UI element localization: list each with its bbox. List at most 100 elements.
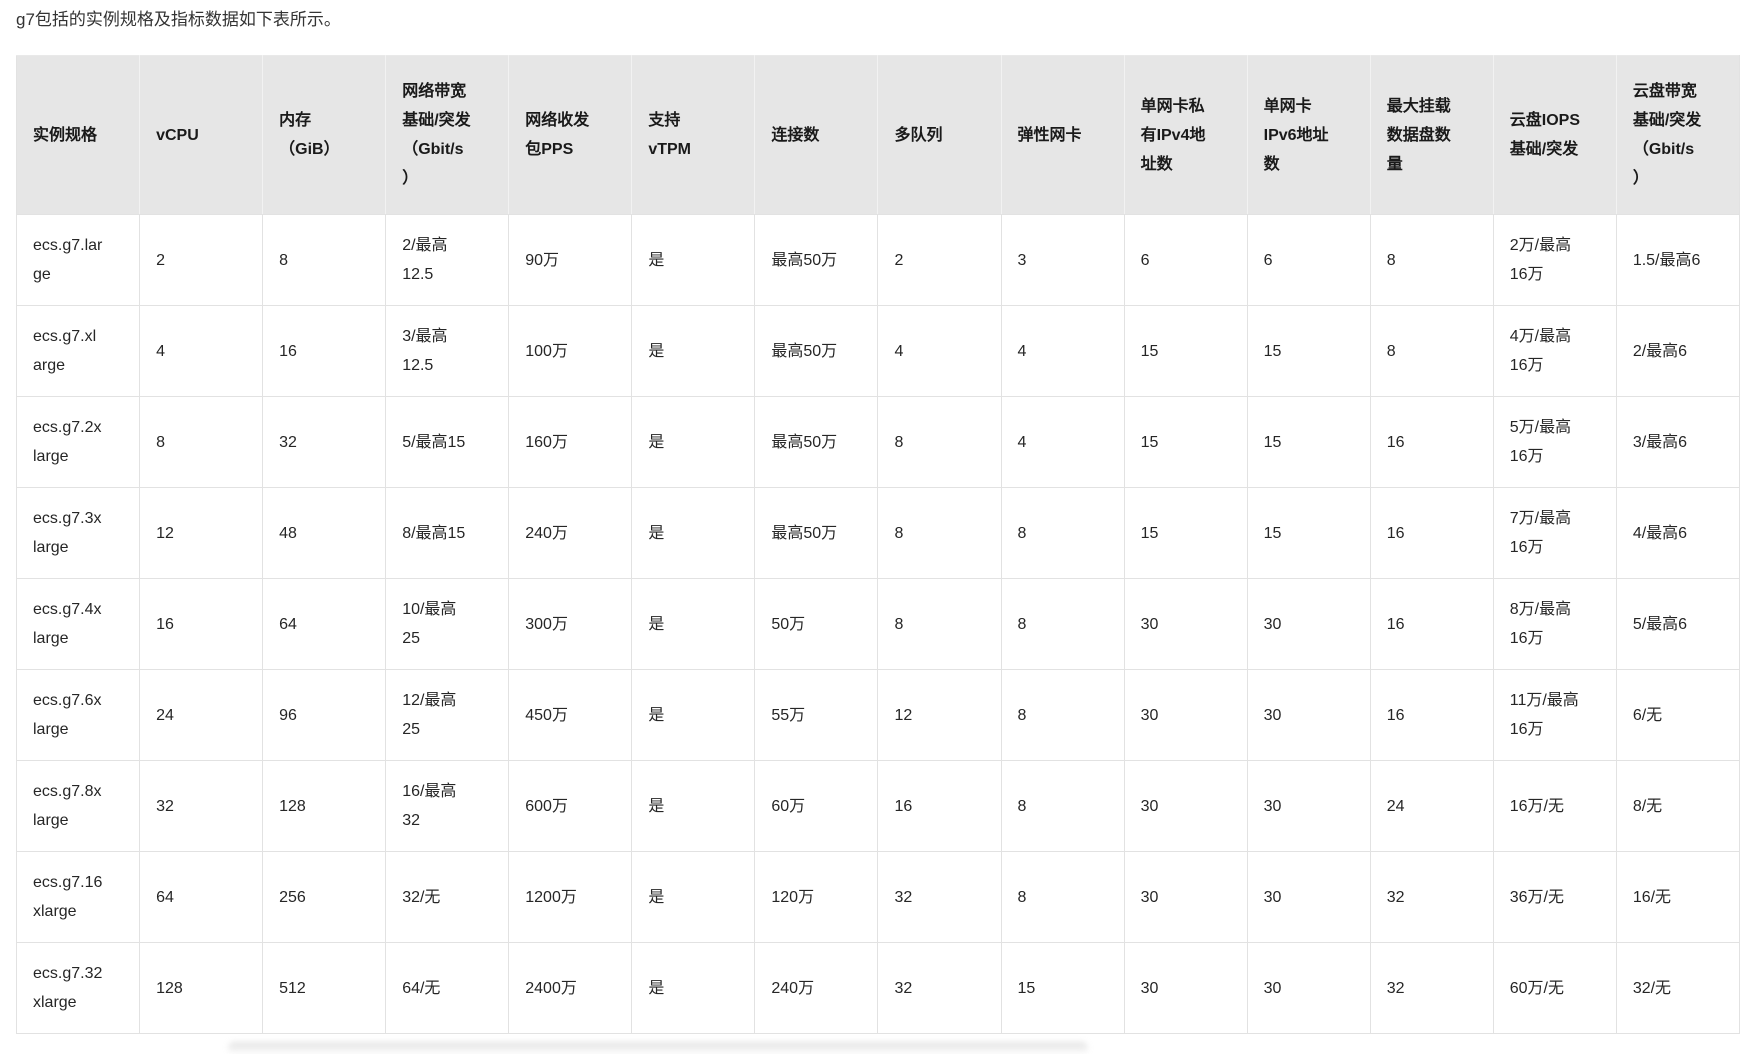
table-cell: 55万 [754,669,879,761]
table-cell: 60万/无 [1492,942,1617,1034]
table-cell: 10/最高 25 [385,578,510,670]
instance-spec-cell: ecs.g7.xl arge [15,305,141,397]
table-cell: 30 [1246,760,1371,852]
column-header-14: 云盘带宽 基础/突发 （Gbit/s ） [1615,55,1741,215]
table-cell: 8/最高15 [385,487,510,579]
scrollbar-shadow [228,1042,1088,1054]
table-cell: 12 [877,669,1002,761]
table-cell: 32/无 [385,851,510,943]
table-cell: 4 [1000,305,1125,397]
table-cell: 7万/最高 16万 [1492,487,1617,579]
instance-spec-cell: ecs.g7.4x large [15,578,141,670]
table-cell: 128 [139,942,264,1034]
table-cell: 3/最高 12.5 [385,305,510,397]
table-cell: 5万/最高 16万 [1492,396,1617,488]
table-cell: 128 [262,760,387,852]
column-header-2: vCPU [139,55,264,215]
column-header-12: 最大挂载 数据盘数 量 [1369,55,1494,215]
table-cell: 30 [1123,942,1248,1034]
table-cell: 8 [1000,851,1125,943]
table-cell: 8 [1000,760,1125,852]
table-cell: 300万 [508,578,633,670]
table-cell: 1.5/最高6 [1615,214,1741,306]
table-cell: 450万 [508,669,633,761]
table-cell: 8万/最高 16万 [1492,578,1617,670]
table-cell: 32 [877,942,1002,1034]
table-cell: 8 [139,396,264,488]
table-cell: 是 [631,578,756,670]
table-cell: 30 [1123,578,1248,670]
table-header-row: 实例规格 vCPU 内存 （GiB） 网络带宽 基础/突发 （Gbit/s ）网络收发… [15,55,1741,215]
table-cell: 32 [262,396,387,488]
table-cell: 160万 [508,396,633,488]
table-cell: 15 [1246,396,1371,488]
table-cell: 16 [139,578,264,670]
table-cell: 是 [631,669,756,761]
instance-spec-cell: ecs.g7.16 xlarge [15,851,141,943]
table-cell: 30 [1246,942,1371,1034]
table-cell: 3 [1000,214,1125,306]
table-cell: 16 [1369,396,1494,488]
instance-spec-cell: ecs.g7.2x large [15,396,141,488]
table-row: ecs.g7.6x large 24 96 12/最高 25 450万是 55万 12 8 30… [15,669,1741,761]
table-cell: 8 [1000,487,1125,579]
column-header-9: 弹性网卡 [1000,55,1125,215]
table-row: ecs.g7.4x large 16 64 10/最高 25 300万是 50万 8 8 30 3… [15,578,1741,670]
table-cell: 16/无 [1615,851,1741,943]
table-cell: 600万 [508,760,633,852]
table-cell: 16/最高 32 [385,760,510,852]
table-cell: 8 [1000,669,1125,761]
column-header-7: 连接数 [754,55,879,215]
table-cell: 48 [262,487,387,579]
table-cell: 15 [1000,942,1125,1034]
instance-spec-cell: ecs.g7.3x large [15,487,141,579]
table-cell: 8 [262,214,387,306]
table-cell: 30 [1246,669,1371,761]
table-cell: 2400万 [508,942,633,1034]
column-header-8: 多队列 [877,55,1002,215]
table-cell: 32 [139,760,264,852]
table-row: ecs.g7.2x large 8 32 5/最高15 160万是最高50万 8 4 15 15… [15,396,1741,488]
column-header-3: 内存 （GiB） [262,55,387,215]
table-cell: 最高50万 [754,487,879,579]
table-cell: 8 [877,396,1002,488]
table-cell: 是 [631,305,756,397]
table-cell: 15 [1246,487,1371,579]
table-cell: 6 [1123,214,1248,306]
table-cell: 50万 [754,578,879,670]
instance-spec-cell: ecs.g7.8x large [15,760,141,852]
column-header-10: 单网卡私 有IPv4地 址数 [1123,55,1248,215]
table-cell: 24 [139,669,264,761]
table-cell: 最高50万 [754,396,879,488]
table-cell: 是 [631,760,756,852]
table-cell: 6/无 [1615,669,1741,761]
instance-spec-cell: ecs.g7.32 xlarge [15,942,141,1034]
table-cell: 16 [877,760,1002,852]
table-cell: 32 [1369,851,1494,943]
table-cell: 15 [1246,305,1371,397]
table-cell: 15 [1123,487,1248,579]
table-cell: 5/最高15 [385,396,510,488]
table-cell: 是 [631,487,756,579]
table-row: ecs.g7.xl arge 4 16 3/最高 12.5 100万是最高50万 4 4 15… [15,305,1741,397]
table-cell: 32 [1369,942,1494,1034]
table-cell: 30 [1123,669,1248,761]
table-cell: 60万 [754,760,879,852]
table-cell: 64 [139,851,264,943]
table-cell: 8/无 [1615,760,1741,852]
table-row: ecs.g7.16 xlarge 64 256 32/无 1200万是 120万 32 8 30… [15,851,1741,943]
table-cell: 最高50万 [754,214,879,306]
column-header-1: 实例规格 [15,55,141,215]
table-cell: 2 [877,214,1002,306]
table-cell: 240万 [754,942,879,1034]
table-cell: 2 [139,214,264,306]
table-cell: 是 [631,942,756,1034]
table-cell: 8 [877,487,1002,579]
table-row: ecs.g7.8x large 32 128 16/最高 32 600万是 60万 16 8 3… [15,760,1741,852]
instance-spec-table: 实例规格 vCPU 内存 （GiB） 网络带宽 基础/突发 （Gbit/s ）网络收发… [15,55,1741,1034]
table-cell: 4万/最高 16万 [1492,305,1617,397]
table-cell: 15 [1123,396,1248,488]
column-header-6: 支持 vTPM [631,55,756,215]
table-cell: 4 [139,305,264,397]
table-cell: 30 [1123,851,1248,943]
